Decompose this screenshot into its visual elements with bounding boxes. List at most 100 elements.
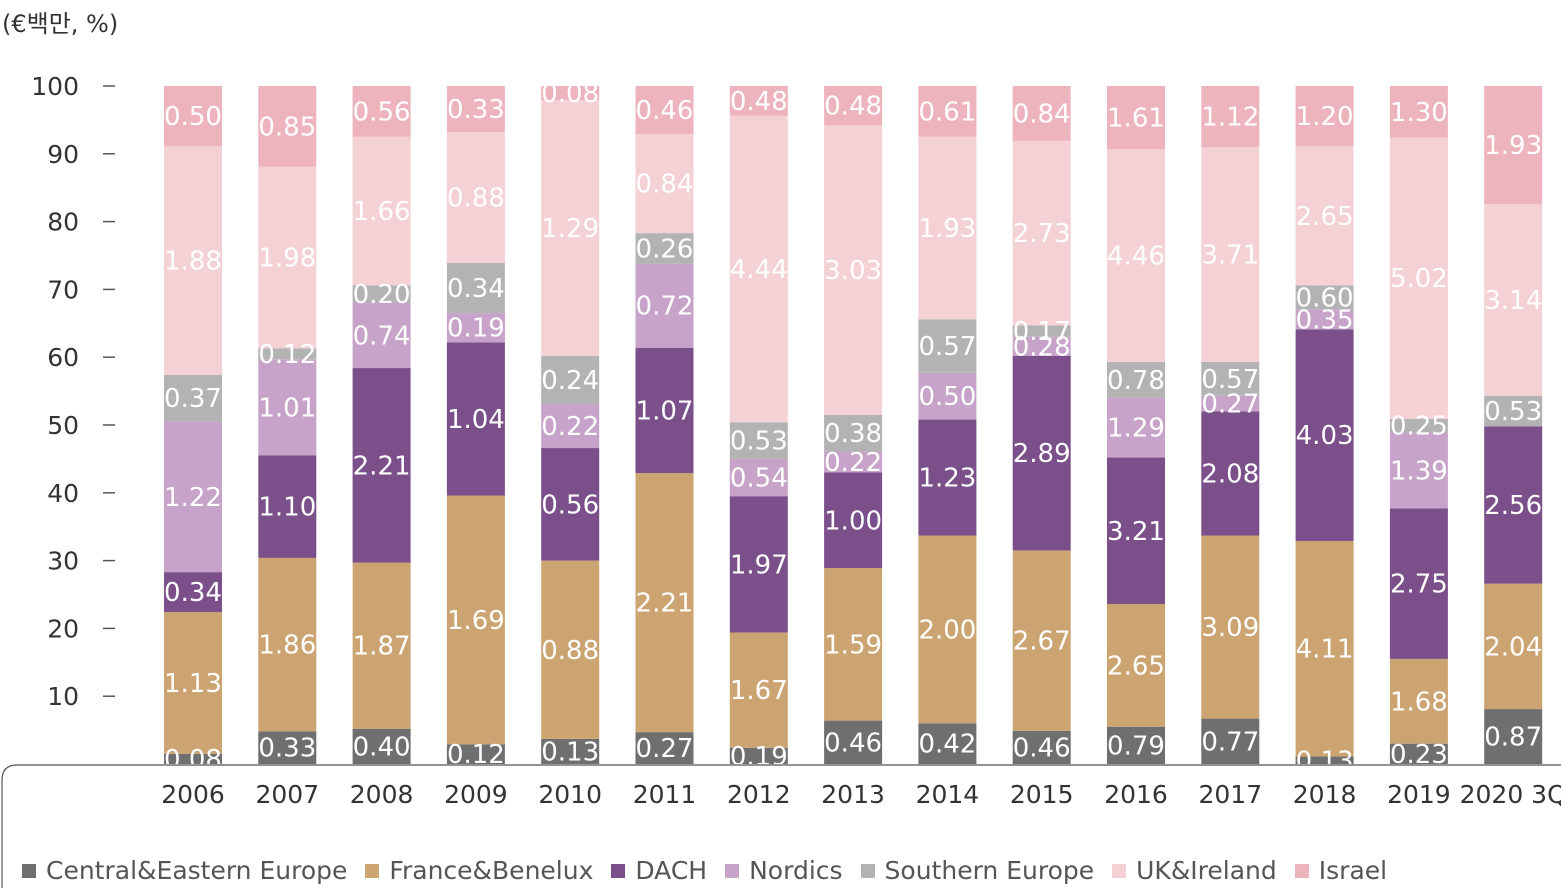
bar-segment	[918, 136, 977, 320]
bar-segment	[1201, 718, 1260, 764]
y-tick-label: 60	[47, 343, 79, 372]
legend-label: Central&Eastern Europe	[46, 856, 348, 885]
bar-segment	[729, 458, 788, 497]
bar-segment	[446, 262, 505, 314]
bar-segment	[164, 374, 222, 422]
bar-segment	[824, 451, 883, 473]
bar-segment	[1107, 86, 1165, 150]
bar-segment	[1012, 325, 1071, 337]
data-label: 1.39	[1390, 456, 1448, 486]
data-label: 0.61	[918, 97, 976, 127]
data-label: 1.69	[447, 606, 505, 636]
bar-segment	[824, 86, 883, 126]
bar-segment	[446, 342, 505, 496]
data-label: 0.33	[447, 95, 505, 125]
data-label: 0.17	[1013, 317, 1071, 347]
data-label: 4.11	[1296, 635, 1354, 665]
bar-segment	[635, 86, 694, 135]
legend-label: DACH	[635, 856, 708, 885]
data-label: 0.22	[824, 448, 882, 478]
data-label: 0.48	[730, 87, 788, 117]
bar-segment	[1484, 583, 1543, 710]
bar-segment	[824, 125, 883, 415]
legend-swatch	[22, 863, 36, 878]
bar-segment	[164, 612, 222, 754]
data-label: 0.25	[1390, 412, 1448, 442]
data-label: 2.67	[1013, 627, 1071, 657]
bar-segment	[1295, 540, 1354, 757]
data-label: 0.56	[353, 97, 411, 127]
data-label: 4.03	[1296, 421, 1354, 451]
bar-segment	[258, 348, 317, 360]
data-label: 1.93	[1484, 131, 1542, 161]
data-label: 0.84	[1013, 99, 1071, 129]
x-tick-label: 2008	[350, 780, 414, 809]
bar-segment	[352, 285, 411, 303]
bar-segment	[918, 535, 977, 724]
data-label: 0.20	[353, 280, 411, 310]
data-label: 0.84	[636, 170, 694, 200]
data-label: 4.44	[730, 255, 788, 285]
data-label: 0.88	[447, 184, 505, 214]
bar-segment	[729, 422, 788, 459]
bar-segment	[1389, 418, 1448, 433]
y-tick-label: 40	[47, 479, 79, 508]
data-label: 0.54	[730, 464, 788, 494]
bar-segment	[1295, 309, 1354, 330]
y-tick-label: 30	[47, 547, 79, 576]
data-label: 0.33	[258, 734, 316, 764]
bar-segment	[1389, 137, 1448, 419]
bar-segment	[541, 560, 600, 739]
data-label: 2.56	[1484, 491, 1542, 521]
y-tick-label: 10	[47, 682, 79, 711]
x-tick-label: 2011	[633, 780, 697, 809]
legend-item: Central&Eastern Europe	[22, 856, 347, 885]
bar-segment	[1295, 146, 1354, 286]
bar-segment	[1107, 457, 1165, 604]
x-tick-label: 2012	[727, 780, 791, 809]
data-label: 0.74	[353, 322, 411, 352]
data-label: 1.20	[1296, 102, 1354, 132]
data-label: 0.35	[1296, 306, 1354, 336]
data-label: 1.98	[258, 244, 316, 274]
x-tick-label: 2019	[1387, 780, 1451, 809]
bar-segment	[1107, 726, 1165, 764]
data-label: 1.68	[1390, 687, 1448, 717]
bar-segment	[352, 368, 411, 563]
data-label: 0.78	[1107, 366, 1165, 396]
bar-segment	[446, 744, 505, 764]
data-label: 0.53	[1484, 397, 1542, 427]
data-label: 3.14	[1484, 286, 1542, 316]
bar-segment	[1201, 395, 1260, 412]
bar-segment	[918, 319, 977, 373]
x-tick-label: 2020 3Q	[1460, 780, 1561, 809]
bar-segment	[1012, 86, 1071, 141]
bar-segment	[1012, 140, 1071, 326]
y-tick-label: 90	[47, 140, 79, 169]
data-label: 0.56	[541, 490, 599, 520]
data-label: 2.21	[353, 451, 411, 481]
data-label: 0.28	[1013, 332, 1071, 362]
legend-swatch	[860, 863, 875, 878]
legend-label: France&Benelux	[389, 856, 594, 885]
legend-item: France&Benelux	[365, 856, 593, 885]
bar-segment	[1295, 285, 1354, 310]
bar-segment	[1012, 355, 1071, 551]
data-label: 1.29	[1107, 414, 1165, 444]
data-label: 0.79	[1107, 731, 1165, 761]
data-label: 4.46	[1107, 242, 1165, 272]
bar-segment	[164, 146, 222, 375]
bar-segment	[1107, 361, 1165, 398]
bar-segment	[258, 166, 317, 349]
data-label: 1.88	[164, 247, 222, 277]
bar-segment	[918, 372, 977, 420]
bar-segment	[1389, 432, 1448, 509]
bar-segment	[1012, 730, 1071, 764]
legend-frame	[1, 764, 1561, 888]
data-label: 2.08	[1201, 459, 1259, 489]
data-label: 0.88	[541, 636, 599, 666]
bar-segment	[1389, 86, 1448, 138]
bar-segment	[1295, 86, 1354, 147]
bar-segment	[635, 233, 694, 264]
